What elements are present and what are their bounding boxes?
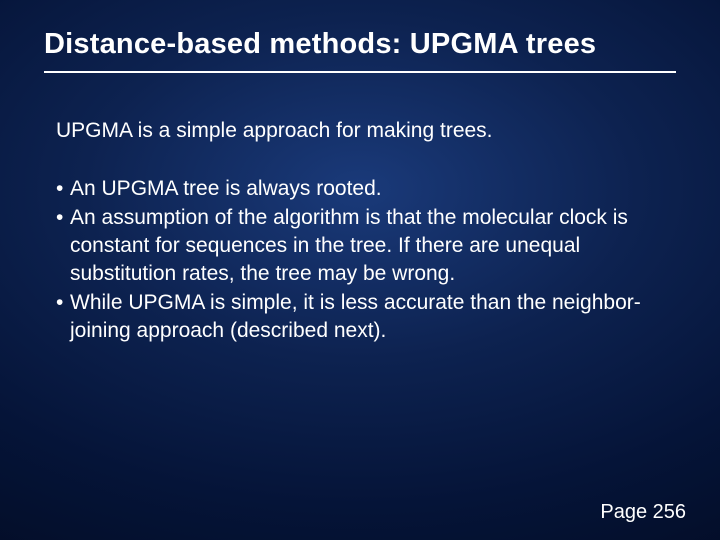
slide: Distance-based methods: UPGMA trees UPGM…	[0, 0, 720, 540]
list-item: An UPGMA tree is always rooted.	[56, 175, 676, 203]
intro-text: UPGMA is a simple approach for making tr…	[56, 117, 676, 145]
page-number: Page 256	[600, 501, 686, 524]
list-item: An assumption of the algorithm is that t…	[56, 204, 676, 289]
list-item: While UPGMA is simple, it is less accura…	[56, 289, 676, 346]
bullet-list: An UPGMA tree is always rooted. An assum…	[56, 175, 676, 345]
title-rule	[44, 71, 676, 73]
slide-title: Distance-based methods: UPGMA trees	[44, 28, 676, 61]
